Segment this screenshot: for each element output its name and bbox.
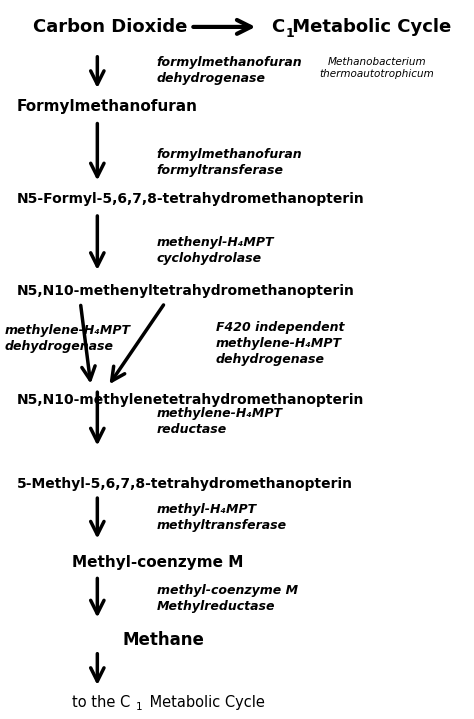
Text: formylmethanofuran
formyltransferase: formylmethanofuran formyltransferase [156,148,302,177]
Text: Methanobacterium
thermoautotrophicum: Methanobacterium thermoautotrophicum [319,58,434,79]
Text: 1: 1 [137,702,143,712]
Text: Formylmethanofuran: Formylmethanofuran [17,99,198,114]
Text: to the C: to the C [72,695,130,710]
Text: C: C [271,18,284,36]
Text: Carbon Dioxide: Carbon Dioxide [33,18,187,36]
Text: Methane: Methane [123,631,205,649]
Text: methyl-H₄MPT
methyltransferase: methyl-H₄MPT methyltransferase [156,503,287,533]
Text: N5,N10-methenyltetrahydromethanopterin: N5,N10-methenyltetrahydromethanopterin [17,284,355,298]
Text: N5,N10-methylenetetrahydromethanopterin: N5,N10-methylenetetrahydromethanopterin [17,393,364,407]
Text: F420 independent
methylene-H₄MPT
dehydrogenase: F420 independent methylene-H₄MPT dehydro… [216,321,345,367]
Text: formylmethanofuran
dehydrogenase: formylmethanofuran dehydrogenase [156,57,302,86]
Text: Methyl-coenzyme M: Methyl-coenzyme M [72,555,243,570]
Text: Metabolic Cycle: Metabolic Cycle [286,18,451,36]
Text: N5-Formyl-5,6,7,8-tetrahydromethanopterin: N5-Formyl-5,6,7,8-tetrahydromethanopteri… [17,192,365,206]
Text: 5-Methyl-5,6,7,8-tetrahydromethanopterin: 5-Methyl-5,6,7,8-tetrahydromethanopterin [17,477,353,491]
Text: methenyl-H₄MPT
cyclohydrolase: methenyl-H₄MPT cyclohydrolase [156,237,274,265]
Text: methylene-H₄MPT
reductase: methylene-H₄MPT reductase [156,407,283,436]
Text: Metabolic Cycle: Metabolic Cycle [145,695,264,710]
Text: methyl-coenzyme M
Methylreductase: methyl-coenzyme M Methylreductase [156,585,298,613]
Text: methylene-H₄MPT
dehydrogenase: methylene-H₄MPT dehydrogenase [4,324,130,353]
Text: 1: 1 [286,27,294,40]
